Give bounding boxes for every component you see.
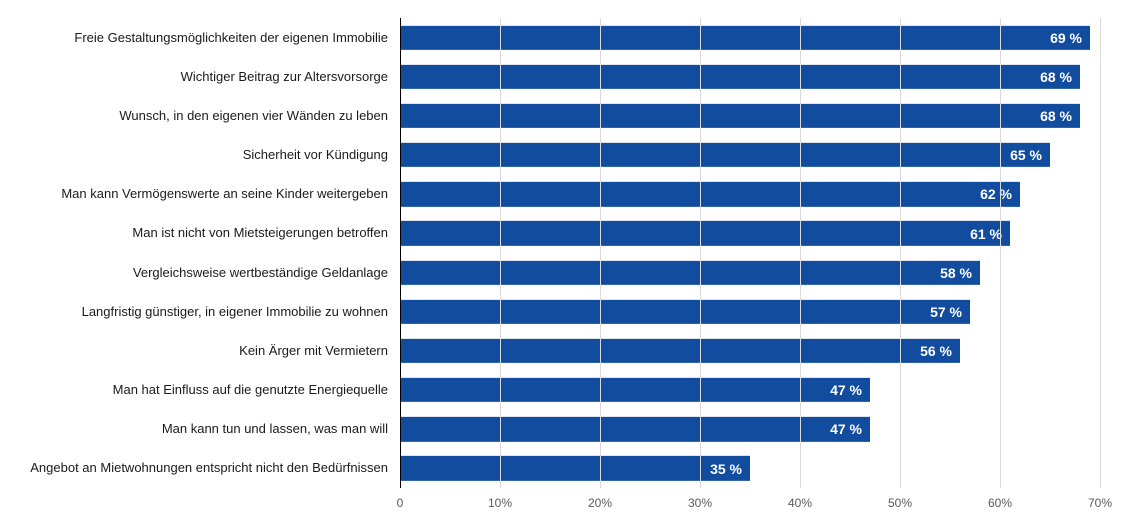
x-tick-label: 70% [1088, 496, 1112, 510]
bar-value-label: 58 % [940, 265, 972, 281]
plot-area: Freie Gestaltungsmöglichkeiten der eigen… [400, 18, 1100, 488]
bar-row: Vergleichsweise wertbeständige Geldanlag… [400, 253, 1100, 292]
bar: 62 % [400, 182, 1020, 206]
category-label: Man kann Vermögenswerte an seine Kinder … [8, 186, 400, 202]
bar-row: Freie Gestaltungsmöglichkeiten der eigen… [400, 18, 1100, 57]
category-label: Wunsch, in den eigenen vier Wänden zu le… [8, 108, 400, 124]
category-label: Langfristig günstiger, in eigener Immobi… [8, 304, 400, 320]
bar-row: Angebot an Mietwohnungen entspricht nich… [400, 449, 1100, 488]
bar: 65 % [400, 143, 1050, 167]
category-label: Wichtiger Beitrag zur Altersvorsorge [8, 69, 400, 85]
bar-row: Sicherheit vor Kündigung65 % [400, 136, 1100, 175]
gridline [600, 18, 601, 488]
bar: 68 % [400, 104, 1080, 128]
horizontal-bar-chart: Freie Gestaltungsmöglichkeiten der eigen… [0, 0, 1140, 518]
x-tick-label: 10% [488, 496, 512, 510]
bar-value-label: 47 % [830, 382, 862, 398]
x-tick-label: 50% [888, 496, 912, 510]
category-label: Kein Ärger mit Vermietern [8, 343, 400, 359]
bar: 61 % [400, 221, 1010, 245]
bar: 35 % [400, 456, 750, 480]
x-tick-label: 0 [397, 496, 404, 510]
bar-value-label: 35 % [710, 460, 742, 476]
bar-value-label: 47 % [830, 421, 862, 437]
bar-row: Wunsch, in den eigenen vier Wänden zu le… [400, 96, 1100, 135]
bar-row: Kein Ärger mit Vermietern56 % [400, 331, 1100, 370]
bar-rows: Freie Gestaltungsmöglichkeiten der eigen… [400, 18, 1100, 488]
x-tick-label: 30% [688, 496, 712, 510]
category-label: Freie Gestaltungsmöglichkeiten der eigen… [8, 30, 400, 46]
bar-value-label: 69 % [1050, 30, 1082, 46]
bar-row: Man kann Vermögenswerte an seine Kinder … [400, 175, 1100, 214]
category-label: Vergleichsweise wertbeständige Geldanlag… [8, 265, 400, 281]
category-label: Man hat Einfluss auf die genutzte Energi… [8, 382, 400, 398]
gridline [900, 18, 901, 488]
bar-row: Man ist nicht von Mietsteigerungen betro… [400, 214, 1100, 253]
gridline [500, 18, 501, 488]
x-tick-label: 60% [988, 496, 1012, 510]
bar-value-label: 62 % [980, 186, 1012, 202]
category-label: Angebot an Mietwohnungen entspricht nich… [8, 461, 400, 477]
bar-value-label: 61 % [970, 225, 1002, 241]
bar-value-label: 57 % [930, 304, 962, 320]
bar-value-label: 68 % [1040, 69, 1072, 85]
gridline [1100, 18, 1101, 488]
x-tick-label: 20% [588, 496, 612, 510]
bar: 56 % [400, 339, 960, 363]
bar-row: Langfristig günstiger, in eigener Immobi… [400, 292, 1100, 331]
category-label: Man ist nicht von Mietsteigerungen betro… [8, 226, 400, 242]
category-label: Man kann tun und lassen, was man will [8, 422, 400, 438]
bar-row: Wichtiger Beitrag zur Altersvorsorge68 % [400, 57, 1100, 96]
category-label: Sicherheit vor Kündigung [8, 147, 400, 163]
bar: 69 % [400, 25, 1090, 49]
bar-row: Man hat Einfluss auf die genutzte Energi… [400, 371, 1100, 410]
x-tick-label: 40% [788, 496, 812, 510]
bar: 68 % [400, 65, 1080, 89]
bar-value-label: 56 % [920, 343, 952, 359]
gridline [400, 18, 401, 488]
bar-value-label: 68 % [1040, 108, 1072, 124]
bar-value-label: 65 % [1010, 147, 1042, 163]
gridline [700, 18, 701, 488]
bar-row: Man kann tun und lassen, was man will47 … [400, 410, 1100, 449]
gridline [800, 18, 801, 488]
bar: 57 % [400, 300, 970, 324]
bar: 58 % [400, 260, 980, 284]
gridline [1000, 18, 1001, 488]
